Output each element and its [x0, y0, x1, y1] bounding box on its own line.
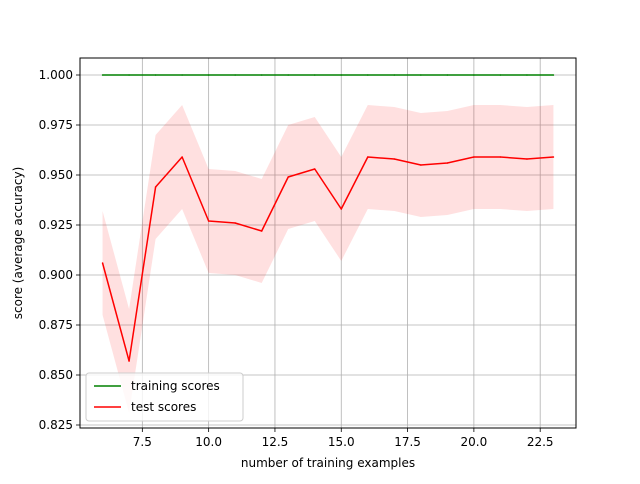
data-point-test [473, 156, 475, 158]
data-point-test [287, 176, 289, 178]
x-tick-label: 15.0 [328, 435, 355, 449]
legend-label-test: test scores [131, 400, 196, 414]
data-point-test [553, 156, 555, 158]
data-point-test [261, 230, 263, 232]
data-point-test [341, 208, 343, 210]
data-point-test [526, 158, 528, 160]
x-tick-label: 7.5 [133, 435, 152, 449]
data-point-training [102, 74, 104, 76]
data-point-test [234, 222, 236, 224]
y-tick-label: 1.000 [39, 68, 73, 82]
data-point-training [447, 74, 449, 76]
x-tick-label: 10.0 [195, 435, 222, 449]
y-tick-label: 0.925 [39, 218, 73, 232]
data-point-training [553, 74, 555, 76]
y-tick-label: 0.950 [39, 168, 73, 182]
legend: training scores test scores [86, 373, 243, 421]
data-point-training [500, 74, 502, 76]
y-tick-label: 0.825 [39, 418, 73, 432]
data-point-test [181, 156, 183, 158]
y-axis-label: score (average accuracy) [11, 167, 25, 320]
data-point-test [394, 158, 396, 160]
data-point-training [287, 74, 289, 76]
data-point-test [208, 220, 210, 222]
data-point-training [367, 74, 369, 76]
data-point-training [128, 74, 130, 76]
data-point-test [155, 186, 157, 188]
data-point-training [181, 74, 183, 76]
data-point-training [394, 74, 396, 76]
data-point-training [473, 74, 475, 76]
data-point-training [155, 74, 157, 76]
data-point-test [128, 360, 130, 362]
data-point-test [314, 168, 316, 170]
x-tick-label: 12.5 [262, 435, 289, 449]
y-tick-label: 0.850 [39, 368, 73, 382]
data-point-training [208, 74, 210, 76]
data-point-test [420, 164, 422, 166]
y-tick-label: 0.875 [39, 318, 73, 332]
data-point-training [341, 74, 343, 76]
x-tick-label: 17.5 [394, 435, 421, 449]
x-tick-label: 22.5 [527, 435, 554, 449]
data-point-training [526, 74, 528, 76]
x-tick-label: 20.0 [461, 435, 488, 449]
legend-label-training: training scores [131, 379, 220, 393]
data-point-training [420, 74, 422, 76]
x-axis-label: number of training examples [241, 456, 415, 470]
data-point-training [261, 74, 263, 76]
data-point-training [314, 74, 316, 76]
data-point-test [102, 262, 104, 264]
data-point-test [367, 156, 369, 158]
y-tick-label: 0.900 [39, 268, 73, 282]
y-tick-label: 0.975 [39, 118, 73, 132]
data-point-test [500, 156, 502, 158]
data-point-training [234, 74, 236, 76]
data-point-test [447, 162, 449, 164]
